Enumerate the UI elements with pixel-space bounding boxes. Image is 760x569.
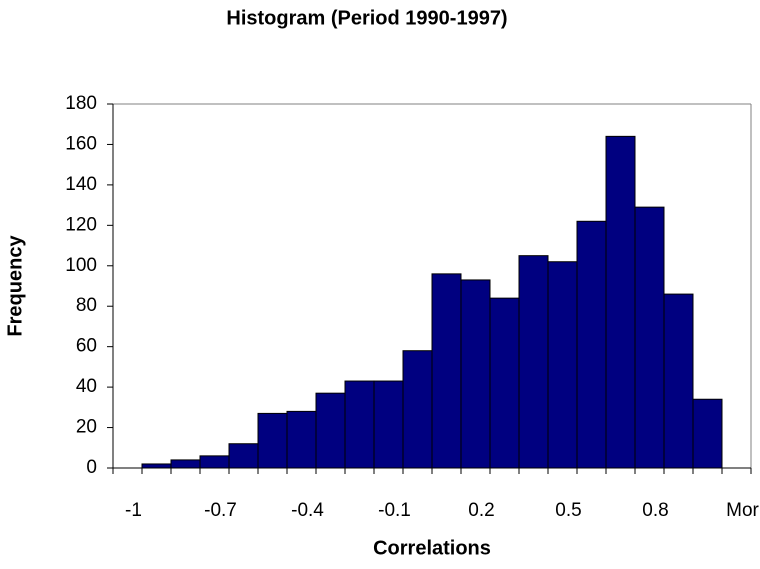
bar [460, 279, 491, 469]
x-tick-label: -0.4 [291, 500, 324, 521]
y-tick-label: 20 [76, 417, 97, 438]
x-tick-label: -0.7 [204, 500, 237, 521]
y-tick-label: 160 [65, 133, 97, 154]
bar [663, 293, 694, 469]
bar [489, 297, 520, 469]
bar [547, 261, 578, 469]
bar [431, 273, 462, 469]
y-tick-label: 140 [65, 174, 97, 195]
bar [692, 398, 723, 469]
y-tick-label: 120 [65, 214, 97, 235]
y-tick-label: 180 [65, 93, 97, 114]
x-tick-label: 0.8 [642, 500, 668, 521]
bar [576, 220, 607, 469]
x-tick-label: 0.5 [555, 500, 581, 521]
y-tick-label: 80 [76, 295, 97, 316]
bar [344, 380, 375, 469]
bar [518, 255, 549, 469]
y-axis-label: Frequency [4, 235, 26, 337]
y-tick-label: 0 [86, 457, 97, 478]
bar [373, 380, 404, 469]
bar [286, 410, 317, 469]
y-tick-label: 40 [76, 376, 97, 397]
bar [199, 455, 230, 469]
bar [402, 350, 433, 469]
y-tick-label: 100 [65, 255, 97, 276]
y-tick-label: 60 [76, 336, 97, 357]
bar [257, 412, 288, 469]
x-tick-label: -1 [125, 500, 142, 521]
bar [228, 443, 259, 469]
bar [141, 463, 172, 469]
chart-title: Histogram (Period 1990-1997) [226, 7, 507, 29]
x-tick-label: Mor [726, 500, 759, 521]
bar [315, 392, 346, 469]
bar [634, 206, 665, 469]
x-tick-label: -0.1 [378, 500, 411, 521]
x-axis-label: Correlations [373, 537, 491, 559]
bar [170, 459, 201, 469]
bar [605, 135, 636, 469]
x-tick-label: 0.2 [468, 500, 494, 521]
